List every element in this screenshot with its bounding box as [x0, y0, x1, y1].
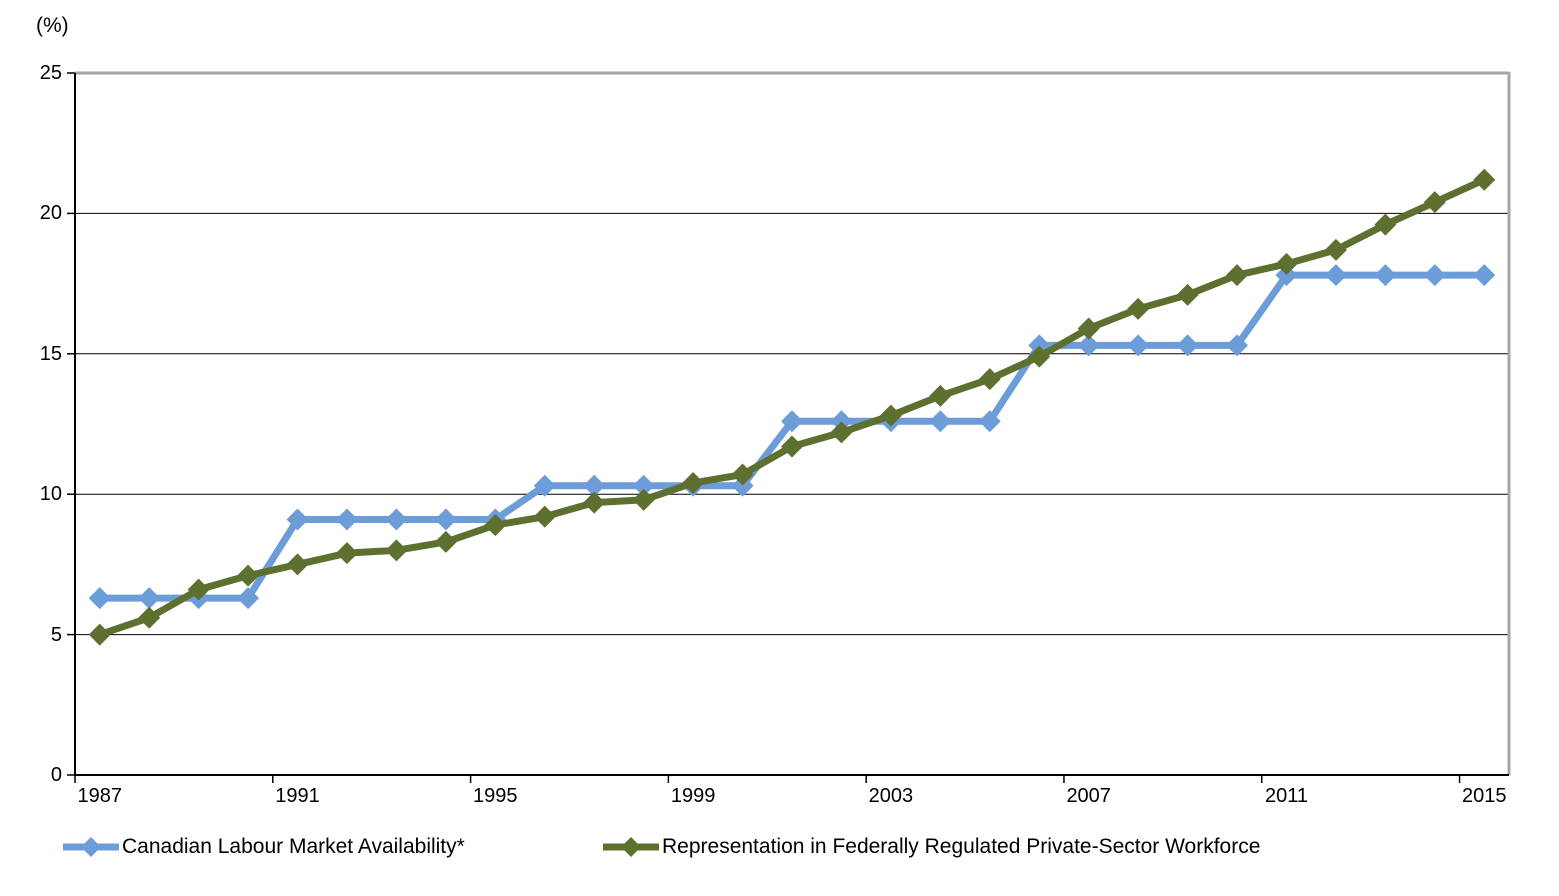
- data-point-marker: [1028, 345, 1051, 368]
- data-point-marker: [533, 474, 556, 497]
- data-point-marker: [1374, 213, 1397, 236]
- data-point-marker: [781, 435, 803, 458]
- representation-series-line: [96, 176, 1488, 639]
- data-point-marker: [929, 384, 952, 407]
- data-point-marker: [1324, 264, 1347, 287]
- data-point-marker: [286, 553, 309, 576]
- data-point-marker: [385, 539, 408, 562]
- data-point-marker: [583, 491, 606, 514]
- data-point-marker: [1473, 168, 1496, 191]
- chart-legend: Canadian Labour Market Availability* Repr…: [0, 831, 1559, 863]
- data-point-marker: [1275, 264, 1298, 287]
- data-point-marker: [1473, 264, 1496, 287]
- data-point-marker: [879, 404, 902, 427]
- data-point-marker: [1176, 283, 1199, 306]
- data-point-marker: [781, 410, 803, 433]
- data-point-marker: [978, 368, 1001, 391]
- data-point-marker: [1423, 191, 1446, 214]
- data-point-marker: [978, 410, 1001, 433]
- data-point-marker: [434, 508, 457, 531]
- y-tick-label: 20: [39, 202, 62, 225]
- data-point-marker: [138, 587, 161, 610]
- data-point-marker: [682, 471, 705, 494]
- y-axis-unit-label: (%): [36, 14, 69, 37]
- x-tick-label: 1999: [670, 785, 716, 807]
- data-point-marker: [830, 421, 853, 444]
- data-point-marker: [335, 542, 358, 565]
- y-tick-label: 5: [50, 623, 62, 646]
- data-point-marker: [1324, 238, 1347, 261]
- x-tick-label: 2011: [1264, 785, 1308, 807]
- data-point-marker: [88, 587, 111, 610]
- data-point-marker: [1176, 334, 1199, 357]
- data-point-marker: [1077, 334, 1100, 357]
- data-point-marker: [187, 578, 210, 601]
- x-tick-label: 2015: [1462, 785, 1507, 807]
- data-point-marker: [632, 474, 655, 497]
- y-tick-label: 15: [39, 342, 62, 365]
- data-point-marker: [286, 508, 309, 531]
- legend-line-marker-icon: [63, 837, 119, 857]
- data-point-marker: [138, 606, 161, 629]
- legend-item-lma: Canadian Labour Market Availability*: [62, 831, 465, 863]
- data-point-marker: [1374, 264, 1397, 287]
- data-point-marker: [434, 530, 457, 553]
- data-point-marker: [484, 514, 507, 537]
- data-point-marker: [1127, 334, 1150, 357]
- data-point-marker: [830, 410, 853, 433]
- x-tick-label: 2007: [1066, 785, 1111, 807]
- legend-label: Canadian Labour Market Availability*: [122, 835, 465, 858]
- x-tick-label: 2003: [868, 785, 914, 807]
- data-point-marker: [929, 410, 952, 433]
- y-tick-label: 25: [39, 62, 62, 84]
- data-point-marker: [237, 564, 260, 587]
- data-point-marker: [731, 463, 754, 486]
- data-point-marker: [237, 587, 260, 610]
- legend-label: Representation in Federally Regulated Pr…: [662, 835, 1261, 858]
- data-point-marker: [88, 623, 111, 646]
- legend-item-representation: Representation in Federally Regulated Pr…: [602, 831, 1260, 863]
- y-tick-label: 0: [50, 764, 62, 786]
- x-tick-label: 1991: [275, 785, 320, 807]
- data-point-marker: [1226, 264, 1249, 287]
- x-tick-label: 1995: [473, 785, 518, 807]
- data-point-marker: [1423, 264, 1446, 287]
- data-point-marker: [533, 505, 556, 528]
- data-point-marker: [632, 488, 655, 511]
- data-point-marker: [1127, 297, 1150, 320]
- data-point-marker: [731, 474, 754, 497]
- data-point-marker: [1077, 317, 1100, 340]
- legend-line-marker-icon: [603, 837, 659, 857]
- data-point-marker: [583, 474, 606, 497]
- y-tick-label: 10: [39, 483, 62, 506]
- data-point-marker: [1275, 252, 1298, 275]
- data-point-marker: [335, 508, 358, 531]
- data-point-marker: [1226, 334, 1249, 357]
- data-point-marker: [385, 508, 408, 531]
- x-tick-label: 1987: [77, 785, 122, 807]
